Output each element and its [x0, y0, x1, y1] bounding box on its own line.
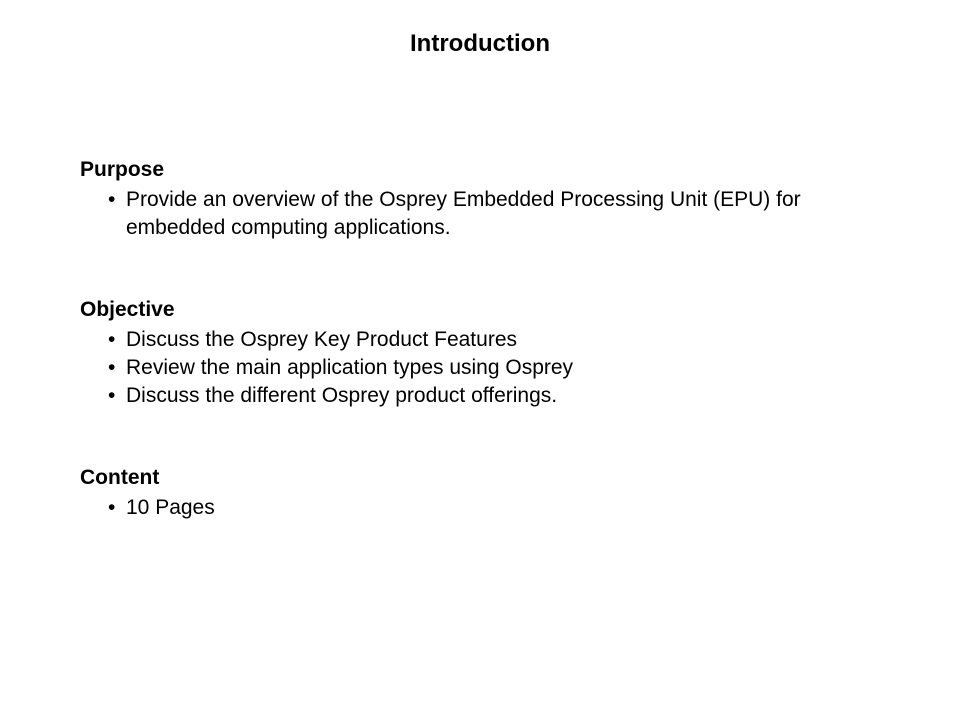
- bullet-list: 10 Pages: [80, 494, 880, 522]
- list-item: Review the main application types using …: [108, 354, 880, 382]
- list-item: Provide an overview of the Osprey Embedd…: [108, 186, 880, 243]
- section-heading: Objective: [80, 298, 880, 322]
- slide-container: Introduction Purpose Provide an overview…: [0, 0, 960, 720]
- section-content: Content 10 Pages: [80, 466, 880, 522]
- list-item: Discuss the different Osprey product off…: [108, 382, 880, 410]
- slide-title: Introduction: [80, 30, 880, 58]
- section-heading: Purpose: [80, 158, 880, 182]
- bullet-list: Provide an overview of the Osprey Embedd…: [80, 186, 880, 243]
- bullet-list: Discuss the Osprey Key Product Features …: [80, 326, 880, 411]
- section-heading: Content: [80, 466, 880, 490]
- section-purpose: Purpose Provide an overview of the Ospre…: [80, 158, 880, 243]
- section-objective: Objective Discuss the Osprey Key Product…: [80, 298, 880, 411]
- list-item: Discuss the Osprey Key Product Features: [108, 326, 880, 354]
- list-item: 10 Pages: [108, 494, 880, 522]
